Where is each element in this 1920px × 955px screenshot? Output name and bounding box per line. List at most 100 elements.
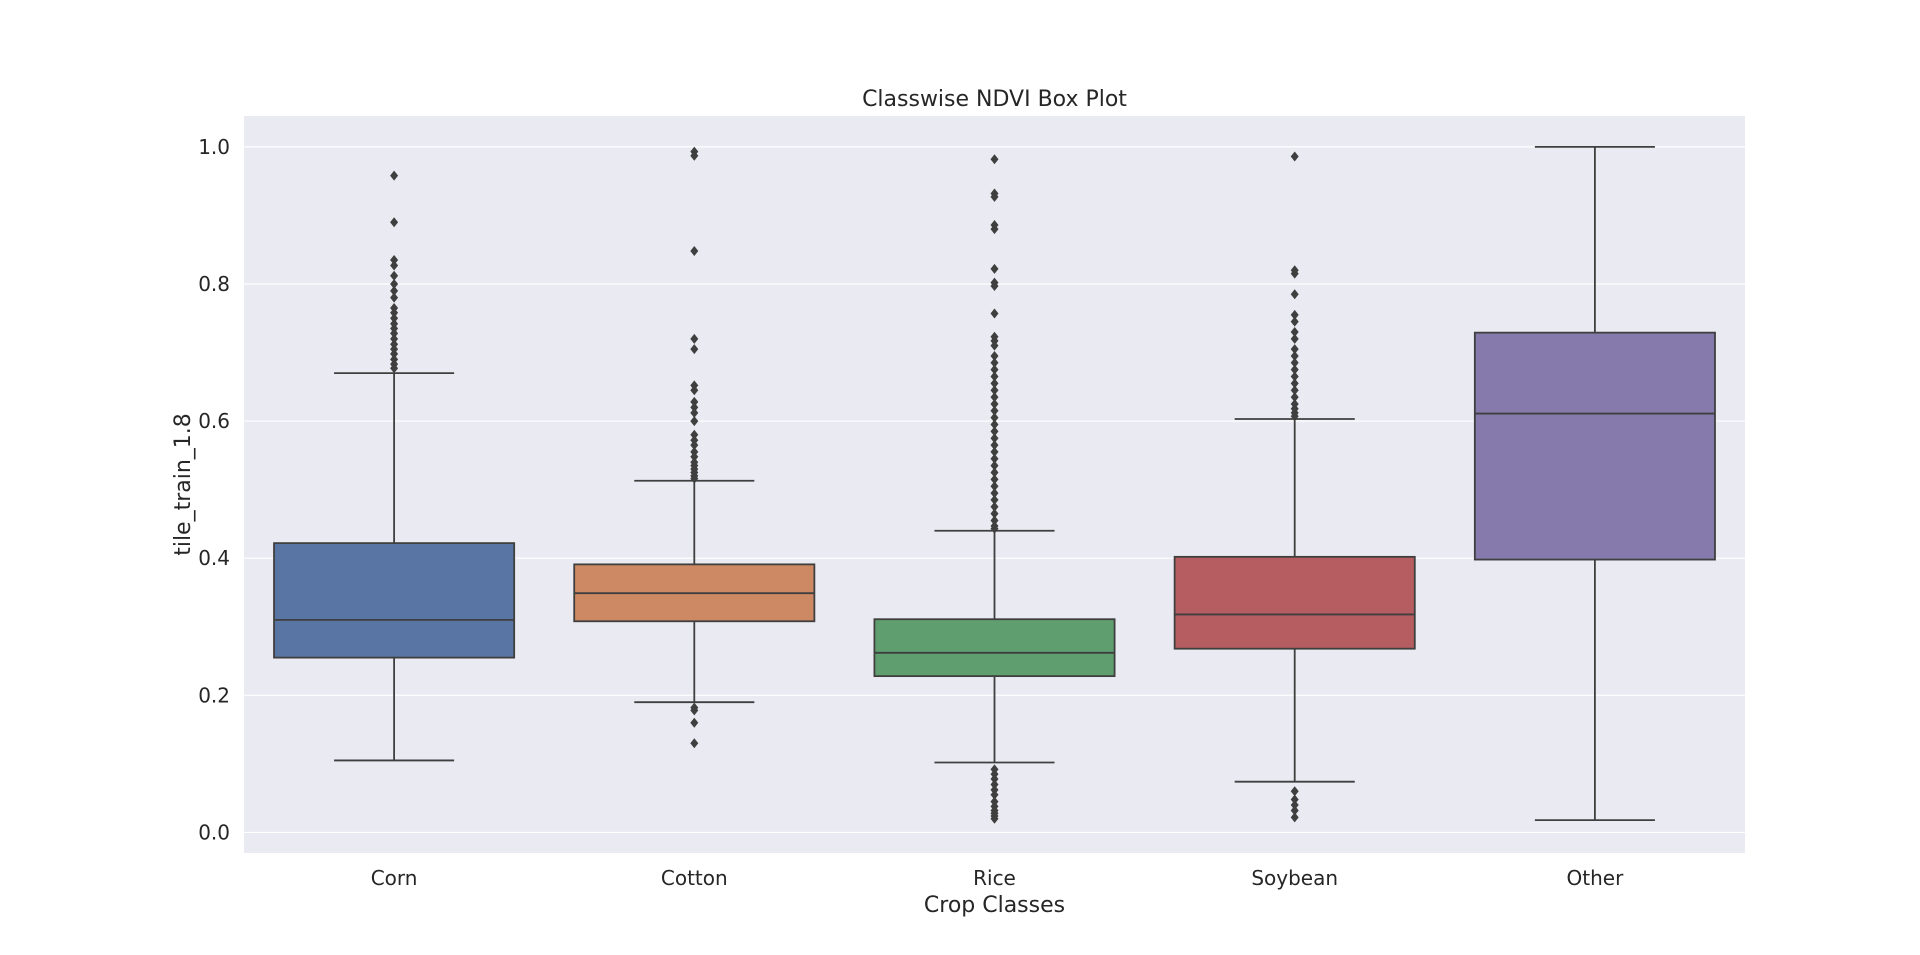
- x-tick-label: Soybean: [1251, 866, 1338, 890]
- outlier-point: [390, 313, 399, 324]
- outlier-point: [690, 451, 699, 462]
- outlier-point: [390, 292, 399, 303]
- outlier-point: [690, 440, 699, 451]
- y-tick-label: 1.0: [198, 135, 230, 159]
- outlier-point: [1290, 385, 1299, 396]
- outlier-point: [690, 717, 699, 728]
- outlier-point: [990, 773, 999, 784]
- outlier-point: [990, 453, 999, 464]
- outlier-point: [990, 426, 999, 437]
- outlier-point: [990, 488, 999, 499]
- outlier-point: [690, 385, 699, 396]
- outlier-point: [1290, 786, 1299, 797]
- outlier-point: [990, 191, 999, 202]
- outlier-point: [990, 308, 999, 319]
- y-tick-label: 0.2: [198, 683, 230, 707]
- outlier-point: [990, 446, 999, 457]
- outlier-point: [990, 405, 999, 416]
- outlier-point: [1290, 378, 1299, 389]
- outlier-point: [990, 154, 999, 165]
- outlier-point: [990, 392, 999, 403]
- outlier-point: [1290, 357, 1299, 368]
- outlier-point: [1290, 794, 1299, 805]
- outlier-point: [990, 501, 999, 512]
- outlier-point: [390, 217, 399, 228]
- box-corn: [273, 170, 516, 762]
- outlier-point: [690, 333, 699, 344]
- outlier-point: [390, 270, 399, 281]
- iqr-box: [273, 542, 516, 659]
- outlier-point: [1290, 371, 1299, 382]
- outlier-point: [990, 371, 999, 382]
- outlier-point: [390, 278, 399, 289]
- outlier-point: [690, 416, 699, 427]
- outlier-point: [390, 285, 399, 296]
- box-soybean: [1173, 151, 1416, 823]
- outlier-point: [690, 396, 699, 407]
- outlier-point: [990, 398, 999, 409]
- outlier-point: [990, 357, 999, 368]
- outlier-point: [390, 307, 399, 318]
- outlier-point: [690, 246, 699, 257]
- outlier-point: [990, 364, 999, 375]
- x-tick-label: Other: [1567, 866, 1625, 890]
- outlier-point: [1290, 316, 1299, 327]
- x-tick-label: Cotton: [661, 866, 728, 890]
- outlier-point: [990, 813, 999, 824]
- outlier-point: [690, 705, 699, 716]
- outlier-point: [990, 508, 999, 519]
- outlier-point: [990, 340, 999, 351]
- outlier-point: [1290, 268, 1299, 279]
- y-tick-label: 0.4: [198, 546, 230, 570]
- box-other: [1473, 145, 1716, 821]
- outlier-point: [990, 412, 999, 423]
- outlier-point: [990, 779, 999, 790]
- outlier-point: [690, 738, 699, 749]
- box-rice: [873, 154, 1116, 824]
- outlier-point: [1290, 344, 1299, 355]
- outlier-point: [390, 363, 399, 374]
- outlier-point: [990, 350, 999, 361]
- box-cotton: [573, 146, 816, 749]
- outlier-point: [1290, 350, 1299, 361]
- outlier-point: [1290, 411, 1299, 422]
- outlier-point: [990, 224, 999, 235]
- outlier-point: [1290, 805, 1299, 816]
- y-axis-label: tile_train_1.8: [171, 413, 196, 556]
- outlier-point: [990, 515, 999, 526]
- chart-title: Classwise NDVI Box Plot: [862, 87, 1127, 112]
- outlier-point: [990, 523, 999, 534]
- outlier-point: [690, 402, 699, 413]
- outlier-point: [690, 407, 699, 418]
- outlier-point: [390, 254, 399, 265]
- outlier-point: [990, 433, 999, 444]
- outlier-point: [1290, 392, 1299, 403]
- outlier-point: [690, 150, 699, 161]
- outlier-point: [990, 385, 999, 396]
- y-tick-label: 0.0: [198, 820, 230, 844]
- iqr-box: [873, 618, 1116, 678]
- iqr-box: [1473, 331, 1716, 561]
- x-axis-label: Crop Classes: [924, 893, 1065, 918]
- outlier-point: [990, 460, 999, 471]
- boxes: [273, 145, 1716, 824]
- outlier-point: [990, 281, 999, 292]
- iqr-box: [1173, 555, 1416, 650]
- outlier-point: [1290, 364, 1299, 375]
- outlier-point: [990, 481, 999, 492]
- outlier-point: [990, 440, 999, 451]
- outlier-point: [390, 333, 399, 344]
- outlier-point: [1290, 151, 1299, 162]
- x-tick-label: Corn: [371, 866, 418, 890]
- outlier-point: [1290, 800, 1299, 811]
- x-tick-labels: Corn Cotton Rice Soybean Other: [371, 866, 1624, 890]
- outlier-point: [990, 419, 999, 430]
- outlier-point: [990, 474, 999, 485]
- outlier-point: [690, 429, 699, 440]
- outlier-point: [990, 378, 999, 389]
- outlier-point: [990, 494, 999, 505]
- outlier-point: [390, 170, 399, 181]
- y-tick-label: 0.8: [198, 272, 230, 296]
